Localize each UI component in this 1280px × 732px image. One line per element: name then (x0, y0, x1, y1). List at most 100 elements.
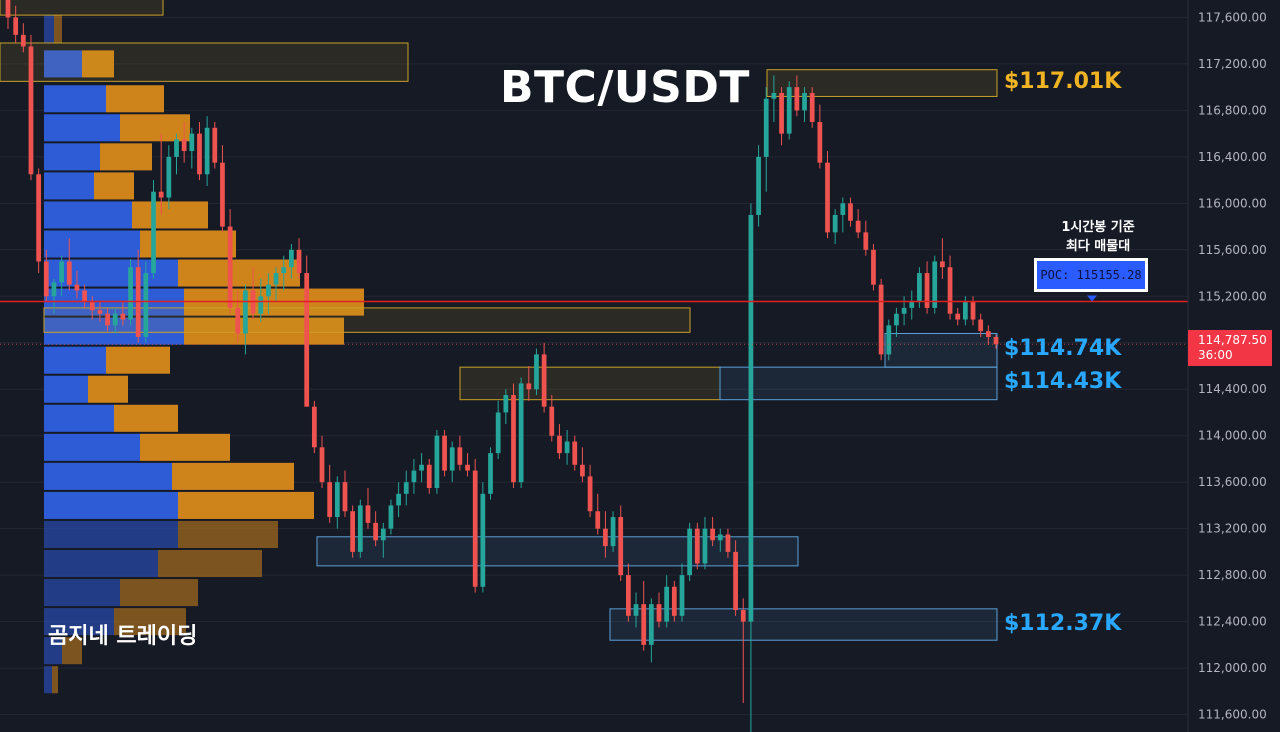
candle-countdown: 36:00 (1198, 348, 1233, 362)
current-price-tag: 114,787.50 36:00 (1188, 330, 1272, 366)
profile-buy-bar (44, 172, 94, 200)
candle-body (855, 220, 861, 233)
candle-body (595, 511, 601, 529)
candle-body (296, 249, 302, 274)
candle-body (993, 336, 999, 345)
candle-body (5, 0, 11, 18)
candle-body (235, 307, 241, 334)
candle-body (350, 511, 356, 552)
candle-body (342, 482, 348, 512)
candle-body (112, 313, 118, 326)
current-price-label: 114,787.50 (1198, 333, 1267, 347)
candle-body (380, 528, 386, 541)
profile-buy-bar (44, 15, 54, 43)
zone-box (459, 366, 721, 401)
candle-body (748, 214, 754, 622)
profile-sell-bar (54, 15, 62, 43)
candle-body (518, 383, 524, 483)
profile-sell-bar (82, 50, 114, 78)
y-tick-label: 111,600.00 (1198, 708, 1267, 722)
candle-body (940, 261, 945, 268)
candle-body (128, 267, 133, 320)
candles (5, 0, 999, 732)
poc-label-box[interactable]: POC: 115155.28 (1034, 258, 1148, 292)
candle-body (158, 191, 164, 198)
candle-body (549, 406, 555, 436)
candle-body (143, 273, 149, 337)
candle-body (120, 313, 126, 320)
profile-buy-bar (44, 550, 158, 578)
candle-body (656, 604, 662, 622)
candle-body (434, 435, 440, 488)
y-tick-label: 112,400.00 (1198, 615, 1267, 629)
candle-body (243, 290, 248, 334)
candle-body (664, 586, 670, 622)
candle-body (105, 313, 110, 326)
candle-body (503, 395, 509, 413)
candle-body (472, 470, 478, 587)
profile-buy-bar (44, 608, 114, 636)
candle-body (917, 273, 922, 303)
candle-body (327, 482, 333, 518)
profile-buy-bar (44, 637, 62, 665)
profile-sell-bar (106, 346, 170, 374)
y-tick-label: 116,400.00 (1198, 150, 1267, 164)
profile-sell-bar (178, 259, 300, 287)
zone-box (43, 307, 691, 333)
candle-body (587, 476, 593, 512)
candle-body (541, 354, 547, 407)
candle-body (901, 307, 907, 314)
level-label-112-37k: $112.37K (1004, 610, 1122, 636)
candle-body (733, 551, 738, 610)
candle-body (564, 441, 570, 454)
candle-body (20, 34, 26, 47)
candle-body (273, 273, 279, 285)
profile-sell-bar (184, 317, 344, 345)
price-axis[interactable]: 111,600.00 112,000.00 112,400.00 112,800.00… (1187, 0, 1267, 732)
candle-body (197, 133, 202, 175)
profile-buy-bar (44, 433, 140, 461)
candle-body (227, 226, 233, 308)
candle-body (572, 441, 578, 465)
candle-body (457, 447, 463, 465)
profile-sell-bar (132, 201, 208, 229)
candle-body (151, 191, 156, 274)
candle-body (985, 331, 991, 337)
candle-body (978, 319, 984, 332)
profile-sell-bar (88, 375, 128, 403)
level-label-114-43k: $114.43K (1004, 369, 1122, 395)
candle-body (442, 435, 447, 471)
candle-body (771, 92, 777, 99)
candle-body (802, 92, 807, 111)
candle-body (174, 139, 179, 157)
level-label-114-74k: $114.74K (1004, 336, 1122, 362)
profile-buy-bar (44, 50, 82, 78)
profile-buy-bar (44, 346, 106, 374)
profile-buy-bar (44, 259, 178, 287)
profile-sell-bar (120, 114, 190, 142)
poc-note-line1: 1시간봉 기준 (1061, 220, 1135, 235)
candle-body (687, 528, 693, 576)
candle-body (189, 133, 195, 152)
candle-body (871, 249, 876, 285)
candle-body (534, 354, 539, 390)
y-tick-label: 114,400.00 (1198, 382, 1267, 396)
candle-body (932, 261, 938, 308)
y-tick-label: 116,000.00 (1198, 196, 1267, 210)
y-tick-label: 116,800.00 (1198, 103, 1267, 117)
candle-body (373, 522, 379, 541)
candle-body (488, 453, 493, 494)
candle-body (840, 203, 846, 215)
candle-body (878, 284, 884, 355)
candle-body (694, 528, 700, 564)
candle-body (710, 528, 715, 541)
candle-body (334, 482, 340, 518)
candle-body (426, 464, 432, 488)
candle-body (955, 313, 961, 320)
watermark: 곰지네 트레이딩 (48, 624, 198, 649)
candle-body (702, 528, 708, 564)
y-tick-label: 115,600.00 (1198, 243, 1267, 257)
poc-label: POC: 115155.28 (1040, 268, 1142, 282)
y-tick-label: 115,200.00 (1198, 289, 1267, 303)
